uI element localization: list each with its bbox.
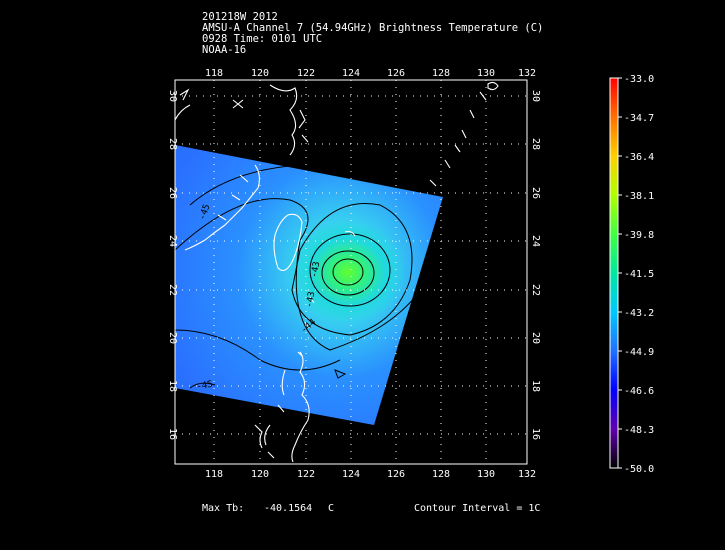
lon-tick-bottom: 128: [432, 469, 450, 480]
lon-tick-top: 124: [342, 68, 360, 79]
storm-core: [290, 220, 406, 324]
max-tb-value: -40.1564: [264, 503, 313, 514]
lon-tick-top: 132: [518, 68, 536, 79]
lon-tick-top: 130: [477, 68, 495, 79]
lat-tick-right: 30: [530, 90, 541, 102]
header-date: 201218W 2012: [202, 11, 278, 23]
map-frame: [174, 79, 528, 465]
max-tb-label: Max Tb:: [202, 503, 245, 514]
contour-label: -43: [310, 261, 323, 279]
lat-tick-right: 16: [530, 428, 541, 440]
colorbar-label: -33.0: [624, 74, 654, 85]
lat-tick-right: 22: [530, 284, 541, 296]
max-tb-unit: C: [328, 503, 335, 514]
lat-tick-right: 24: [530, 235, 541, 247]
colorbar-label: -36.4: [624, 152, 654, 163]
colorbar-label: -41.5: [624, 269, 654, 280]
lat-tick-left: 18: [167, 380, 178, 392]
lon-tick-top: 120: [251, 68, 269, 79]
colorbar-label: -39.8: [624, 230, 654, 241]
lat-tick-left: 30: [167, 90, 178, 102]
lat-tick-left: 22: [167, 284, 178, 296]
colorbar-label: -46.6: [624, 386, 654, 397]
contour-interval: Contour Interval = 1C: [414, 503, 541, 514]
lat-tick-right: 26: [530, 187, 541, 199]
lon-tick-bottom: 124: [342, 469, 360, 480]
colorbar-label: -43.2: [624, 308, 654, 319]
lon-tick-top: 126: [387, 68, 405, 79]
lon-tick-bottom: 130: [477, 469, 495, 480]
lat-tick-left: 26: [167, 187, 178, 199]
colorbar-label: -38.1: [624, 191, 654, 202]
lat-tick-left: 20: [167, 332, 178, 344]
lat-tick-left: 24: [167, 235, 178, 247]
contour-label: -43: [305, 291, 318, 309]
lat-tick-right: 18: [530, 380, 541, 392]
colorbar-ticks: [618, 77, 622, 469]
header-satellite: NOAA-16: [202, 44, 247, 56]
lon-tick-top: 122: [297, 68, 315, 79]
colorbar-label: -50.0: [624, 464, 654, 475]
lon-tick-bottom: 120: [251, 469, 269, 480]
lon-tick-bottom: 122: [297, 469, 315, 480]
colorbar-label: -34.7: [624, 113, 654, 124]
lon-tick-bottom: 118: [205, 469, 223, 480]
contour-label: -45: [196, 380, 214, 393]
latlon-grid: [175, 80, 527, 464]
lat-tick-right: 28: [530, 138, 541, 150]
lat-tick-left: 28: [167, 138, 178, 150]
colorbar-label: -44.9: [624, 347, 654, 358]
lon-tick-bottom: 132: [518, 469, 536, 480]
lon-tick-top: 118: [205, 68, 223, 79]
header-time: 0928 Time: 0101 UTC: [202, 33, 323, 45]
header-product: AMSU-A Channel 7 (54.94GHz) Brightness T…: [202, 22, 544, 34]
lon-tick-bottom: 126: [387, 469, 405, 480]
lat-tick-left: 16: [167, 428, 178, 440]
lon-tick-top: 128: [432, 68, 450, 79]
lat-tick-right: 20: [530, 332, 541, 344]
colorbar-label: -48.3: [624, 425, 654, 436]
colorbar: [609, 77, 619, 469]
